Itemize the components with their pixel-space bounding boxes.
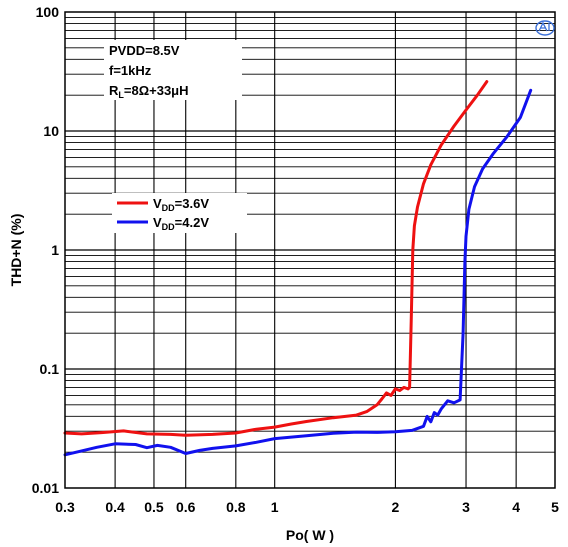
x-tick-label: 0.3: [55, 499, 75, 515]
condition-load-subscript: L: [118, 90, 124, 100]
condition-pvdd: PVDD=8.5V: [109, 43, 180, 58]
legend-label-vdd-3v6-symbol: V: [153, 196, 162, 211]
series-line-vdd-3v6: [63, 80, 489, 437]
conditions-box: [104, 40, 242, 100]
x-tick-label: 4: [512, 499, 520, 515]
y-tick-label: 10: [43, 123, 59, 139]
x-tick-label: 2: [392, 499, 400, 515]
conditions-annotation: PVDD=8.5V f=1kHz RL=8Ω+33μH: [104, 40, 242, 100]
x-tick-label: 0.6: [176, 499, 196, 515]
grid-lines: [65, 12, 555, 488]
legend-label-vdd-3v6-value: =3.6V: [175, 196, 210, 211]
legend-label-vdd-3v6: VDD=3.6V: [153, 196, 209, 213]
x-tick-label: 5: [551, 499, 559, 515]
condition-load-symbol: R: [109, 83, 119, 98]
legend-label-vdd-3v6-subscript: DD: [162, 203, 175, 213]
series-line-vdd-4v2: [63, 88, 533, 457]
x-tick-label: 3: [462, 499, 470, 515]
plot-frame: [64, 11, 556, 489]
legend-box: [112, 193, 247, 233]
x-tick-label: 0.8: [226, 499, 246, 515]
y-tick-label: 1: [51, 242, 59, 258]
logo-mark: [535, 20, 555, 36]
x-tick-label: 1: [271, 499, 279, 515]
y-tick-label: 0.1: [40, 361, 60, 377]
y-axis-title: THD+N (%): [8, 214, 24, 287]
condition-load-value: =8Ω+33μH: [124, 83, 189, 98]
condition-frequency: f=1kHz: [109, 63, 152, 78]
y-tick-label: 100: [36, 4, 60, 20]
x-tick-label: 0.5: [144, 499, 164, 515]
legend-label-vdd-4v2-subscript: DD: [162, 222, 175, 232]
tick-labels: 0.3 0.4 0.5 0.6 0.8 1 2 3 4 5 0.01 0.1 1 10 100: [32, 4, 559, 515]
x-tick-label: 0.4: [105, 499, 125, 515]
condition-load: RL=8Ω+33μH: [109, 83, 189, 100]
legend-label-vdd-4v2-symbol: V: [153, 215, 162, 230]
series-lines: [63, 80, 533, 457]
legend-label-vdd-4v2: VDD=4.2V: [153, 215, 209, 232]
x-axis-title: Po( W ): [286, 527, 334, 543]
legend-label-vdd-4v2-value: =4.2V: [175, 215, 210, 230]
y-tick-label: 0.01: [32, 480, 59, 496]
legend: VDD=3.6V VDD=4.2V: [112, 193, 247, 233]
